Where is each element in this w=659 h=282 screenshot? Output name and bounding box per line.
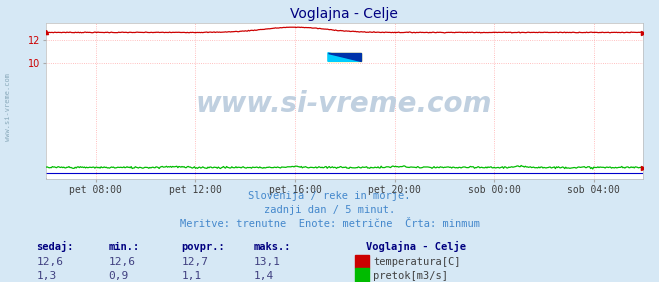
Text: 1,4: 1,4 bbox=[254, 271, 274, 281]
Text: www.si-vreme.com: www.si-vreme.com bbox=[5, 73, 11, 141]
Text: 12,6: 12,6 bbox=[36, 257, 63, 266]
Text: min.:: min.: bbox=[109, 242, 140, 252]
Text: temperatura[C]: temperatura[C] bbox=[373, 257, 461, 267]
Text: 1,3: 1,3 bbox=[36, 271, 57, 281]
Text: zadnji dan / 5 minut.: zadnji dan / 5 minut. bbox=[264, 205, 395, 215]
Polygon shape bbox=[328, 53, 360, 61]
Text: maks.:: maks.: bbox=[254, 242, 291, 252]
Text: Slovenija / reke in morje.: Slovenija / reke in morje. bbox=[248, 191, 411, 201]
Text: 13,1: 13,1 bbox=[254, 257, 281, 266]
Text: 12,7: 12,7 bbox=[181, 257, 208, 266]
Text: www.si-vreme.com: www.si-vreme.com bbox=[196, 90, 492, 118]
Title: Voglajna - Celje: Voglajna - Celje bbox=[291, 7, 398, 21]
Text: 0,9: 0,9 bbox=[109, 271, 129, 281]
Text: Voglajna - Celje: Voglajna - Celje bbox=[366, 241, 466, 252]
Text: Meritve: trenutne  Enote: metrične  Črta: minmum: Meritve: trenutne Enote: metrične Črta: … bbox=[179, 219, 480, 229]
Text: 12,6: 12,6 bbox=[109, 257, 136, 266]
Text: 1,1: 1,1 bbox=[181, 271, 202, 281]
Polygon shape bbox=[328, 53, 360, 61]
Bar bbox=[328, 53, 360, 61]
Text: pretok[m3/s]: pretok[m3/s] bbox=[373, 271, 448, 281]
Text: sedaj:: sedaj: bbox=[36, 241, 74, 252]
Text: povpr.:: povpr.: bbox=[181, 242, 225, 252]
